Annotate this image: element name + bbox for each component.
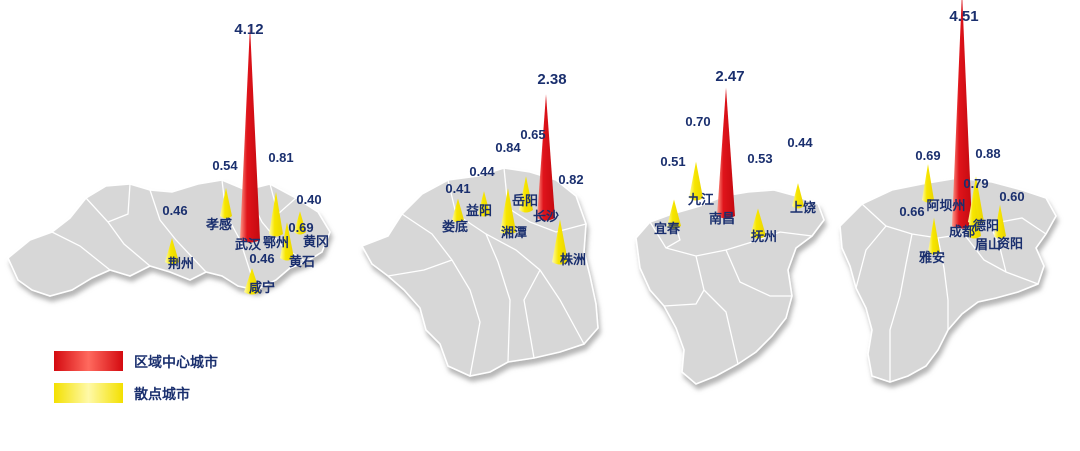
value-label-3-2: 0.66 [899, 204, 924, 219]
spike-0-4 [294, 211, 306, 235]
spike-1-3 [500, 188, 516, 235]
city-label-3-0: 成都 [949, 224, 975, 239]
spike-1-4 [519, 176, 533, 213]
city-label-1-0: 长沙 [533, 209, 559, 224]
value-label-1-2: 0.44 [469, 164, 495, 179]
spike-2-0 [717, 87, 735, 219]
city-label-1-1: 娄底 [442, 219, 468, 234]
city-label-3-1: 阿坝州 [926, 198, 965, 213]
value-label-0-0: 4.12 [234, 21, 263, 38]
city-label-2-2: 九江 [687, 192, 714, 207]
legend: 区域中心城市 散点城市 [54, 351, 218, 403]
spike-2-2 [689, 161, 703, 201]
legend-core-swatch [54, 351, 123, 371]
city-label-2-3: 抚州 [751, 229, 777, 244]
spike-3-1 [922, 164, 934, 203]
city-label-1-3: 湘潭 [501, 225, 527, 240]
legend-scatter-swatch [54, 383, 123, 403]
spike-1-1 [452, 198, 464, 223]
value-label-0-5: 0.69 [288, 220, 313, 235]
city-label-3-4: 眉山 [975, 237, 1001, 252]
value-label-0-2: 0.46 [162, 203, 187, 218]
spike-0-5 [280, 222, 294, 261]
spike-2-1 [667, 199, 681, 229]
spike-3-5 [994, 204, 1006, 239]
city-label-0-4: 黄冈 [303, 234, 329, 249]
value-label-3-1: 0.69 [915, 148, 940, 163]
spike-0-1 [220, 187, 232, 219]
value-label-1-4: 0.65 [520, 127, 545, 142]
value-label-0-4: 0.40 [296, 192, 321, 207]
value-label-1-0: 2.38 [537, 71, 566, 88]
city-label-2-4: 上饶 [790, 200, 816, 215]
value-label-2-2: 0.70 [685, 114, 710, 129]
value-label-2-3: 0.53 [747, 151, 772, 166]
spike-0-6 [244, 268, 260, 295]
city-label-0-3: 鄂州 [263, 235, 289, 250]
city-label-2-0: 南昌 [709, 211, 735, 226]
spike-3-0 [952, 0, 972, 229]
city-label-1-5: 株洲 [560, 252, 586, 267]
city-label-1-4: 岳阳 [512, 193, 538, 208]
city-label-3-2: 雅安 [919, 250, 945, 265]
value-label-1-3: 0.84 [495, 140, 521, 155]
value-label-2-0: 2.47 [715, 68, 744, 85]
value-label-3-0: 4.51 [949, 8, 978, 25]
city-label-0-5: 黄石 [289, 254, 315, 269]
spike-3-2 [928, 217, 940, 255]
city-spikes [165, 0, 1006, 295]
city-label-0-1: 孝感 [205, 217, 232, 232]
spike-1-5 [552, 219, 568, 265]
spike-0-0 [240, 25, 260, 243]
city-label-2-1: 宜春 [654, 221, 681, 236]
spike-3-4 [967, 194, 981, 239]
spike-1-2 [478, 191, 490, 217]
value-label-2-4: 0.44 [787, 135, 813, 150]
value-label-1-5: 0.82 [558, 172, 583, 187]
value-label-0-6: 0.46 [249, 251, 274, 266]
value-label-0-1: 0.54 [212, 158, 238, 173]
value-label-2-1: 0.51 [660, 154, 685, 169]
spike-2-3 [750, 208, 766, 239]
city-label-0-6: 咸宁 [249, 280, 275, 295]
legend-scatter-label: 散点城市 [134, 386, 190, 402]
spike-2-4 [792, 183, 804, 209]
city-label-0-0: 武汉 [235, 237, 262, 252]
city-label-0-2: 荆州 [168, 256, 194, 271]
value-label-0-3: 0.81 [268, 150, 293, 165]
city-labels: 4.12武汉0.54孝感0.46荆州0.81鄂州0.40黄冈0.69黄石0.46… [162, 8, 1024, 295]
value-label-3-5: 0.60 [999, 189, 1024, 204]
spike-0-2 [165, 238, 179, 265]
spike-0-3 [269, 191, 283, 237]
legend-core-label: 区域中心城市 [134, 354, 218, 370]
region-map-hunan [360, 167, 599, 377]
city-label-3-5: 资阳 [997, 236, 1023, 251]
spike-1-0 [537, 94, 555, 221]
city-label-3-3: 德阳 [973, 218, 999, 233]
value-label-1-1: 0.41 [445, 181, 470, 196]
value-label-3-4: 0.79 [963, 176, 988, 191]
value-label-3-3: 0.88 [975, 146, 1000, 161]
city-label-1-2: 益阳 [466, 203, 492, 218]
